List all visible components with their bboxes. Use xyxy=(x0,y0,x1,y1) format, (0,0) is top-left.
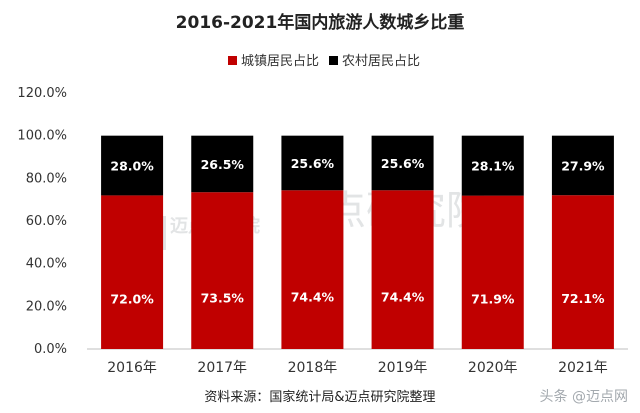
bar-rural-4 xyxy=(461,135,524,196)
y-tick-label: 100.0% xyxy=(17,129,67,144)
bar-urban-0 xyxy=(101,195,164,349)
bar-urban-3 xyxy=(371,190,434,349)
chart-title: 2016-2021年国内旅游人数城乡比重 xyxy=(176,12,465,33)
data-label: 25.6% xyxy=(381,156,425,171)
x-tick-label: 2017年 xyxy=(197,360,247,376)
y-tick-label: 0.0% xyxy=(34,342,67,357)
x-tick-label: 2016年 xyxy=(107,360,157,376)
data-label: 74.4% xyxy=(381,290,425,305)
x-tick-label: 2018年 xyxy=(288,360,338,376)
y-axis: 0.0% 20.0% 40.0% 60.0% 80.0% 100.0% 120.0% xyxy=(17,86,67,357)
source-note: 资料来源：国家统计局&迈点研究院整理 xyxy=(204,389,435,405)
y-tick-label: 40.0% xyxy=(26,257,67,272)
bar-rural-2 xyxy=(281,135,344,191)
bar-rural-3 xyxy=(371,135,434,191)
y-tick-label: 120.0% xyxy=(17,86,67,101)
data-label: 28.0% xyxy=(110,159,154,174)
chart-legend: 城镇居民占比 农村居民占比 xyxy=(228,54,420,69)
bars-group: 72.0% 28.0% 73.5% 26.5% 74.4% 25.6% 74.4% 25.6%… xyxy=(101,135,614,349)
y-tick-label: 20.0% xyxy=(26,299,67,314)
data-label: 25.6% xyxy=(291,156,335,171)
x-tick-label: 2021年 xyxy=(558,360,608,376)
corner-watermark: 头条 @迈点网 xyxy=(540,388,628,405)
bar-rural-5 xyxy=(551,135,614,196)
bar-rural-1 xyxy=(191,135,254,193)
data-label: 73.5% xyxy=(201,290,245,305)
x-tick-label: 2019年 xyxy=(378,360,428,376)
data-label: 74.4% xyxy=(291,290,335,305)
data-label: 72.1% xyxy=(561,291,605,306)
data-label: 72.0% xyxy=(110,291,154,306)
legend-swatch xyxy=(329,56,338,65)
data-label: 27.9% xyxy=(561,158,605,173)
bar-urban-2 xyxy=(281,190,344,349)
data-label: 28.1% xyxy=(471,159,515,174)
data-label: 71.9% xyxy=(471,291,515,306)
bar-urban-1 xyxy=(191,192,254,349)
legend-label: 城镇居民占比 xyxy=(241,54,319,69)
y-tick-label: 60.0% xyxy=(26,214,67,229)
legend-swatch xyxy=(228,56,237,65)
bar-urban-4 xyxy=(461,195,524,349)
bar-rural-0 xyxy=(101,135,164,196)
legend-label: 农村居民占比 xyxy=(342,54,420,69)
data-label: 26.5% xyxy=(201,157,245,172)
y-tick-label: 80.0% xyxy=(26,171,67,186)
bar-urban-5 xyxy=(551,195,614,349)
x-tick-label: 2020年 xyxy=(468,360,518,376)
x-axis: 2016年 2017年 2018年 2019年 2020年 2021年 xyxy=(107,360,607,376)
